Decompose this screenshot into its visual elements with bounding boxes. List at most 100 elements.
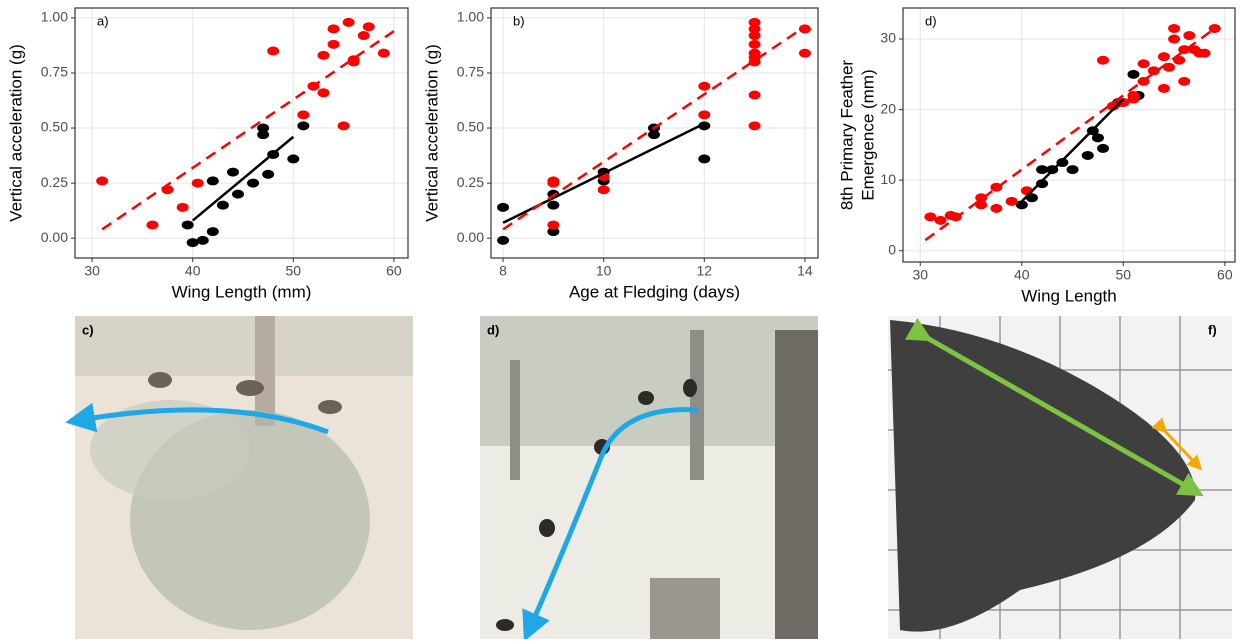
point <box>799 49 811 58</box>
point <box>1006 197 1018 206</box>
point <box>267 46 279 55</box>
point <box>749 91 761 100</box>
plot-background <box>75 8 408 258</box>
point <box>547 220 559 229</box>
point <box>698 82 710 91</box>
point <box>497 203 509 212</box>
point <box>698 110 710 119</box>
point <box>197 236 209 245</box>
photo-d: d) <box>480 316 818 639</box>
point <box>328 24 340 33</box>
x-tick-label: 40 <box>185 263 201 279</box>
y-tick-label: 0.75 <box>457 64 484 80</box>
point <box>749 121 761 130</box>
point <box>317 51 329 60</box>
point <box>1158 84 1170 93</box>
y-tick-label: 0.00 <box>41 229 68 245</box>
y-tick-label: 1.00 <box>457 9 484 25</box>
photo-f: f) <box>888 316 1232 639</box>
point <box>1127 91 1139 100</box>
x-tick-label: 60 <box>1217 267 1233 283</box>
photo-label: d) <box>487 322 499 337</box>
point <box>96 176 108 185</box>
point <box>749 40 761 49</box>
y-tick-label: 0.25 <box>41 174 68 190</box>
point <box>328 40 340 49</box>
point <box>1209 24 1221 33</box>
photo-label: c) <box>82 322 94 337</box>
point <box>1158 52 1170 61</box>
point <box>363 22 375 31</box>
point <box>297 110 309 119</box>
point <box>1168 24 1180 33</box>
point <box>297 121 309 130</box>
point <box>177 203 189 212</box>
x-tick-label: 12 <box>697 263 713 279</box>
point <box>287 154 299 163</box>
x-tick-label: 14 <box>797 263 813 279</box>
y-tick-label: 30 <box>880 30 896 46</box>
x-tick-label: 50 <box>1116 267 1132 283</box>
point <box>262 170 274 179</box>
panel-label: d) <box>925 13 937 28</box>
point <box>227 168 239 177</box>
point <box>1092 133 1104 142</box>
x-tick-label: 10 <box>596 263 612 279</box>
point <box>1127 70 1139 79</box>
y-axis-title: Vertical acceleration (g) <box>422 44 441 222</box>
panel-label: a) <box>97 13 109 28</box>
point <box>547 201 559 210</box>
point <box>1148 66 1160 75</box>
point <box>317 88 329 97</box>
point <box>1082 151 1094 160</box>
point <box>192 179 204 188</box>
y-tick-label: 20 <box>880 100 896 116</box>
y-tick-label: 1.00 <box>41 9 68 25</box>
photo-label: f) <box>1208 322 1217 337</box>
point <box>547 179 559 188</box>
point <box>749 31 761 40</box>
y-axis-title: Emergence (mm) <box>858 69 877 200</box>
y-tick-label: 0.50 <box>41 119 68 135</box>
figure: c) d) f) 30 40 50 60 0.00 0.25 0.50 0.75 1.00 a) W… <box>0 0 1245 639</box>
y-tick-label: 0 <box>888 241 896 257</box>
point <box>257 130 269 139</box>
point <box>182 220 194 229</box>
point <box>358 31 370 40</box>
point <box>146 220 158 229</box>
point <box>217 201 229 210</box>
point <box>1168 35 1180 44</box>
point <box>1199 49 1211 58</box>
y-tick-label: 10 <box>880 171 896 187</box>
y-tick-label: 0.50 <box>457 119 484 135</box>
y-tick-label: 0.75 <box>41 64 68 80</box>
point <box>378 49 390 58</box>
x-tick-label: 60 <box>386 263 402 279</box>
point <box>990 204 1002 213</box>
x-axis-title: Wing Length <box>1021 286 1116 305</box>
point <box>935 216 947 225</box>
point <box>1183 31 1195 40</box>
point <box>1097 144 1109 153</box>
x-tick-label: 30 <box>912 267 928 283</box>
point <box>1097 56 1109 65</box>
point <box>247 179 259 188</box>
point <box>207 176 219 185</box>
point <box>1067 165 1079 174</box>
x-tick-label: 50 <box>286 263 302 279</box>
point <box>343 18 355 27</box>
point <box>698 154 710 163</box>
point <box>1138 59 1150 68</box>
x-tick-label: 8 <box>499 263 507 279</box>
page: c) d) f) 30 40 50 60 0.00 0.25 0.50 0.75 1.00 a) W… <box>0 0 1245 644</box>
y-axis-title: 8th Primary Feather <box>837 60 856 211</box>
y-tick-label: 0.00 <box>457 229 484 245</box>
point <box>232 190 244 199</box>
panel-label: b) <box>513 13 525 28</box>
x-tick-label: 30 <box>84 263 100 279</box>
point <box>338 121 350 130</box>
point <box>799 24 811 33</box>
